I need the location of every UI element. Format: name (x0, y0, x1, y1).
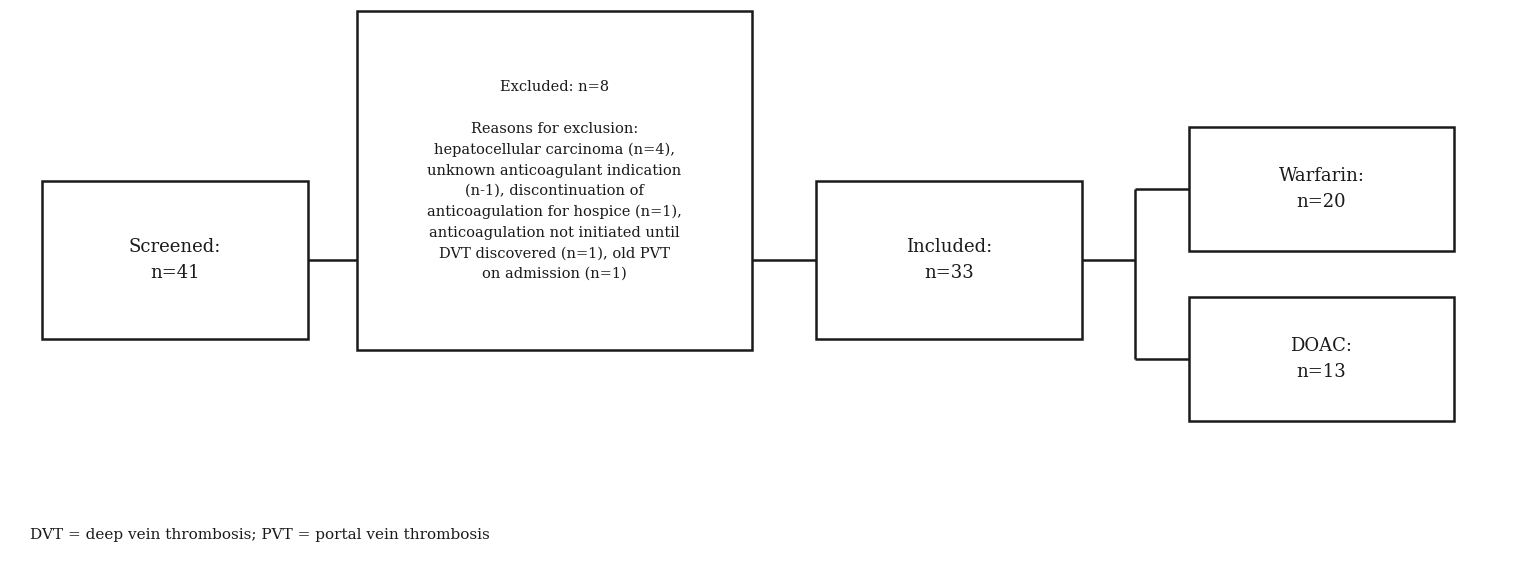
Text: DVT = deep vein thrombosis; PVT = portal vein thrombosis: DVT = deep vein thrombosis; PVT = portal… (30, 528, 491, 542)
Text: Screened:
n=41: Screened: n=41 (129, 238, 220, 282)
FancyBboxPatch shape (817, 181, 1082, 339)
FancyBboxPatch shape (1188, 297, 1455, 421)
Text: DOAC:
n=13: DOAC: n=13 (1291, 337, 1352, 381)
FancyBboxPatch shape (43, 181, 307, 339)
Text: Warfarin:
n=20: Warfarin: n=20 (1279, 167, 1364, 211)
Text: Excluded: n=8

Reasons for exclusion:
hepatocellular carcinoma (n=4),
unknown an: Excluded: n=8 Reasons for exclusion: hep… (427, 80, 682, 281)
FancyBboxPatch shape (1188, 127, 1455, 251)
FancyBboxPatch shape (357, 11, 752, 350)
Text: Included:
n=33: Included: n=33 (907, 238, 992, 282)
